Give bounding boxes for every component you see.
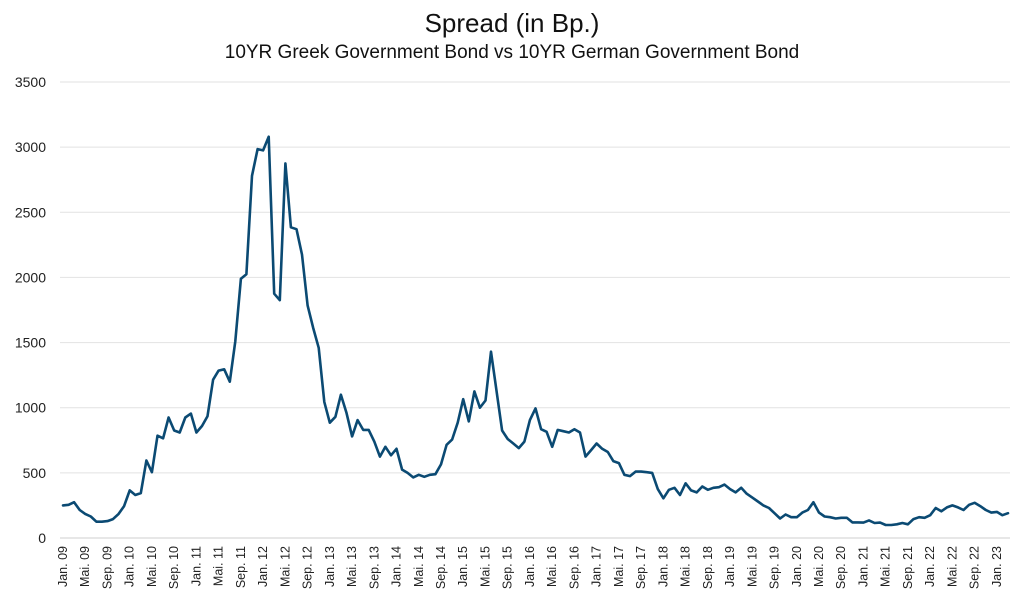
x-tick-label: Mai. 17 — [612, 546, 626, 587]
x-tick-label: Jan. 21 — [856, 546, 870, 587]
x-tick-label: Jan. 14 — [390, 546, 404, 587]
x-tick-label: Mai. 20 — [812, 546, 826, 587]
x-tick-label: Sep. 12 — [301, 546, 315, 589]
x-tick-label: Mai. 09 — [78, 546, 92, 587]
x-tick-label: Jan. 10 — [123, 546, 137, 587]
y-tick-label: 3500 — [15, 74, 46, 90]
series-line-spread — [61, 135, 1010, 527]
y-tick-label: 3000 — [15, 139, 46, 155]
x-tick-label: Mai. 10 — [145, 546, 159, 587]
x-tick-label: Sep. 11 — [234, 546, 248, 588]
x-tick-label: Sep. 21 — [901, 546, 915, 589]
x-tick-label: Mai. 11 — [212, 546, 226, 586]
x-tick-label: Jan. 22 — [923, 546, 937, 587]
x-tick-label: Sep. 22 — [968, 546, 982, 589]
chart-title: Spread (in Bp.) — [424, 8, 600, 38]
x-tick-label: Sep. 09 — [100, 546, 114, 589]
x-tick-label: Jan. 23 — [990, 546, 1004, 587]
x-tick-label: Sep. 14 — [434, 546, 448, 589]
y-tick-label: 0 — [38, 530, 46, 546]
x-tick-label: Sep. 15 — [501, 546, 515, 589]
x-tick-label: Sep. 13 — [367, 546, 381, 589]
x-tick-label: Mai. 14 — [412, 546, 426, 587]
x-tick-label: Jan. 13 — [323, 546, 337, 587]
y-tick-label: 1500 — [15, 335, 46, 351]
x-tick-label: Mai. 19 — [745, 546, 759, 587]
y-tick-label: 2500 — [15, 204, 46, 220]
x-tick-label: Jan. 19 — [723, 546, 737, 587]
x-tick-label: Sep. 16 — [567, 546, 581, 589]
x-tick-label: Sep. 20 — [834, 546, 848, 589]
x-tick-label: Jan. 17 — [590, 546, 604, 587]
x-tick-label: Mai. 21 — [879, 546, 893, 587]
x-tick-label: Jan. 12 — [256, 546, 270, 587]
x-tick-label: Mai. 18 — [679, 546, 693, 587]
chart-subtitle: 10YR Greek Government Bond vs 10YR Germa… — [224, 42, 800, 63]
y-tick-label: 1000 — [15, 400, 46, 416]
x-tick-label: Jan. 18 — [656, 546, 670, 587]
x-tick-label: Mai. 16 — [545, 546, 559, 587]
x-tick-label: Mai. 15 — [478, 546, 492, 587]
x-tick-label: Sep. 19 — [768, 546, 782, 589]
x-tick-label: Jan. 16 — [523, 546, 537, 587]
y-tick-label: 500 — [23, 465, 47, 481]
x-tick-label: Sep. 10 — [167, 546, 181, 589]
x-tick-label: Jan. 09 — [56, 546, 70, 587]
x-tick-label: Sep. 17 — [634, 546, 648, 589]
x-tick-label: Jan. 11 — [189, 546, 203, 586]
x-tick-label: Mai. 12 — [278, 546, 292, 587]
x-tick-label: Jan. 20 — [790, 546, 804, 587]
x-tick-label: Sep. 18 — [701, 546, 715, 589]
x-tick-label: Mai. 22 — [945, 546, 959, 587]
x-tick-label: Jan. 15 — [456, 546, 470, 587]
x-tick-label: Mai. 13 — [345, 546, 359, 587]
y-tick-label: 2000 — [15, 269, 46, 285]
